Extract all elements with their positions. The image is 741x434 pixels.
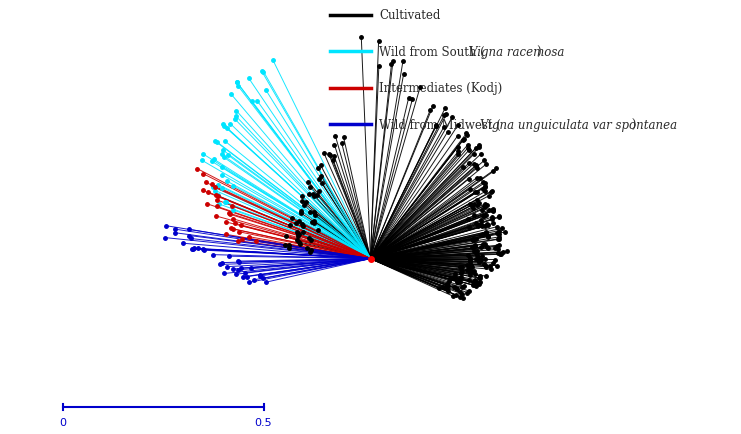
Text: Vigna unguiculata var spontanea: Vigna unguiculata var spontanea xyxy=(480,118,677,132)
Text: Intermediates (Kodj): Intermediates (Kodj) xyxy=(379,82,502,95)
Text: Wild from Midwest (: Wild from Midwest ( xyxy=(379,118,501,132)
Text: 0.5: 0.5 xyxy=(255,417,273,427)
Text: Wild from South (: Wild from South ( xyxy=(379,46,485,59)
Text: ): ) xyxy=(628,118,637,132)
Text: Vigna racemosa: Vigna racemosa xyxy=(469,46,565,59)
Text: ): ) xyxy=(536,46,541,59)
Text: Cultivated: Cultivated xyxy=(379,9,441,22)
Text: 0: 0 xyxy=(59,417,67,427)
